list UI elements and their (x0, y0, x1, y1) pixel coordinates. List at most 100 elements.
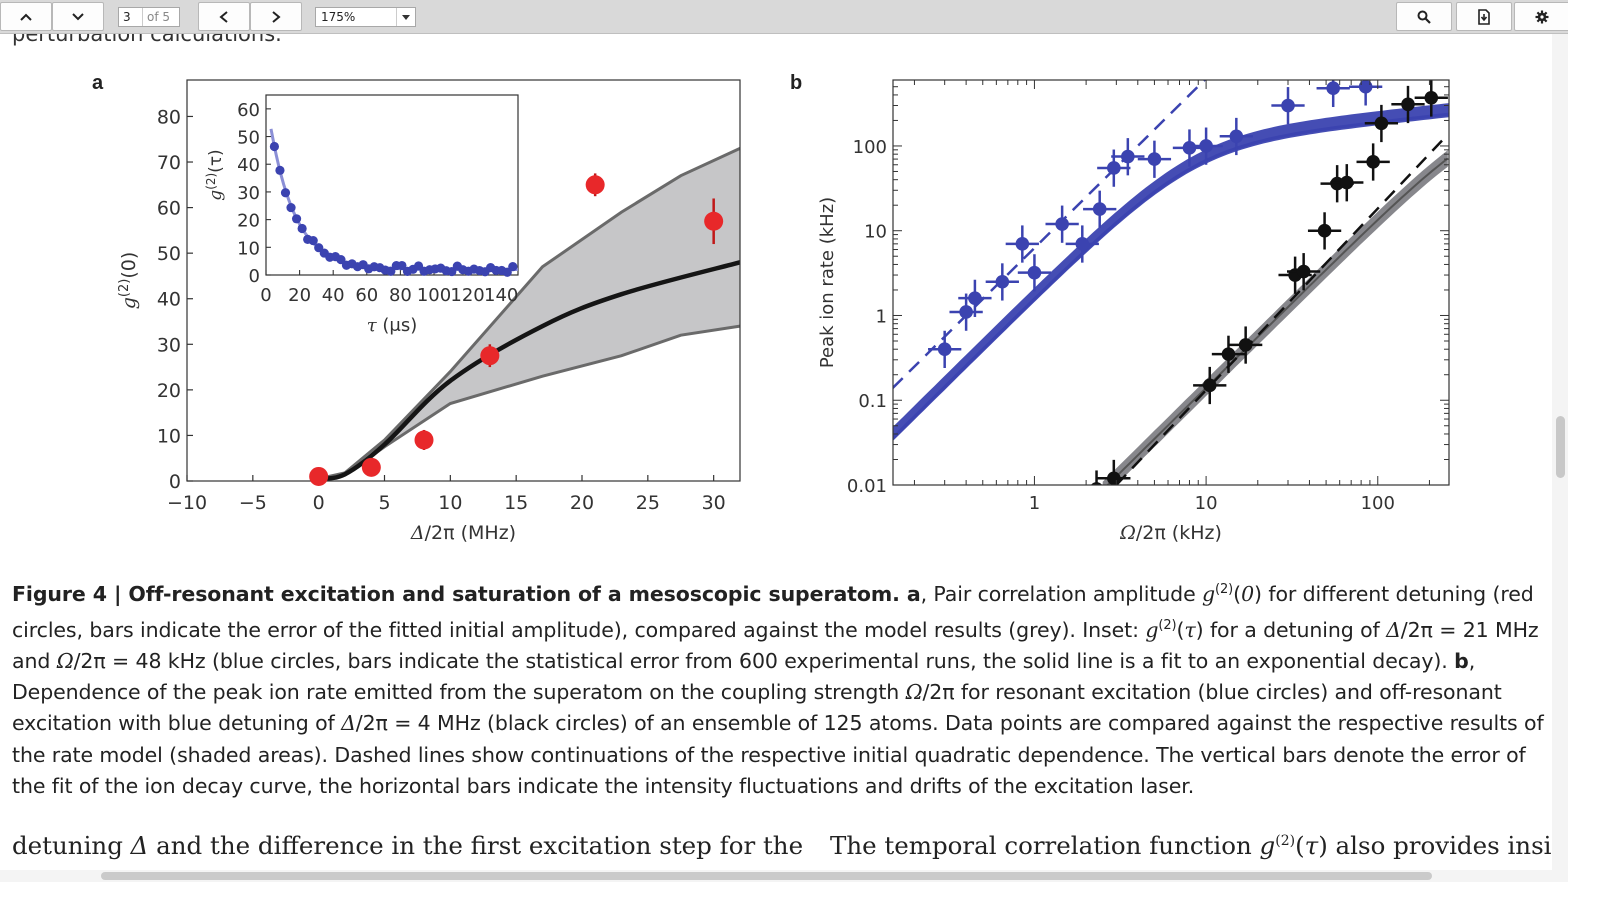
horizontal-scrollbar[interactable] (0, 870, 1568, 882)
vertical-scroll-thumb[interactable] (1556, 416, 1565, 478)
figure-caption: Figure 4 | Off-resonant excitation and s… (12, 574, 1552, 802)
body-text-right: The temporal correlation function g(2)(τ… (830, 831, 1552, 860)
inset-x-axis-label: τ (μs) (367, 315, 418, 336)
resonant-data-point (1092, 202, 1107, 216)
resonant-data-point (1027, 265, 1042, 280)
window-edge-bottom (0, 882, 1600, 900)
x-tick-label: 20 (570, 492, 594, 514)
resonant-data-point (1199, 139, 1213, 153)
resonant-data-point (1015, 237, 1030, 251)
gear-icon (1535, 10, 1549, 23)
inset-x-tick-label: 140 (484, 285, 518, 306)
inset-x-tick-label: 100 (417, 285, 451, 306)
resonant-model-band (893, 103, 1449, 441)
y-tick-label: 1 (876, 306, 887, 327)
inset-y-tick-label: 0 (249, 266, 260, 287)
x-tick-label: 10 (1195, 493, 1218, 514)
resonant-data-point (1107, 161, 1121, 175)
y-tick-label: 100 (853, 137, 887, 158)
off-resonant-data-point (1424, 90, 1439, 105)
inset-y-tick-label: 30 (237, 183, 260, 204)
previous-page-button[interactable] (198, 2, 250, 31)
inset-y-tick-label: 60 (237, 100, 260, 121)
previous-match-button[interactable] (0, 2, 52, 31)
next-match-button[interactable] (52, 2, 104, 31)
panel-b-label: b (790, 72, 803, 94)
body-text-left: detuning Δ and the difference in the fir… (12, 831, 804, 860)
page-number-input[interactable]: 3 (119, 8, 143, 26)
body-text-right-pre: The temporal correlation function (830, 831, 1260, 860)
data-point (309, 466, 329, 486)
settings-button[interactable] (1514, 2, 1570, 31)
caption-title: Figure 4 | Off-resonant excitation and s… (12, 581, 921, 606)
inset-data-point (508, 262, 518, 272)
off-resonant-data-point (1339, 175, 1354, 190)
y-tick-label: 80 (157, 106, 181, 128)
arrow-left-icon (219, 10, 228, 23)
chevron-down-icon (72, 12, 84, 20)
y-tick-label: 40 (157, 289, 181, 311)
horizontal-scroll-thumb[interactable] (101, 872, 1432, 880)
search-icon (1417, 10, 1431, 24)
resonant-data-point (1229, 129, 1244, 144)
resonant-data-point (1075, 237, 1090, 251)
resonant-data-point (995, 274, 1010, 289)
off-resonant-model-line (1106, 157, 1449, 485)
y-tick-label: 0.01 (847, 476, 887, 497)
inset-data-point (308, 235, 318, 246)
resonant-data-point (968, 291, 982, 305)
x-axis-label: Ω/2π (kHz) (1119, 522, 1222, 544)
chart-inset: 0 20 40 60 80 100 120 140 0 10 20 30 40 50 60 τ (μs) g(2… (204, 94, 519, 336)
x-tick-label: −10 (167, 492, 207, 514)
plot-area-b (893, 80, 1449, 485)
download-button[interactable] (1456, 2, 1512, 31)
body-text-right-post: also provides insight (1335, 831, 1552, 860)
x-tick-label: 0 (313, 492, 325, 514)
off-resonant-data-point (1366, 155, 1380, 169)
off-resonant-data-point (1090, 482, 1103, 485)
x-tick-label: 30 (702, 492, 726, 514)
resonant-data-point (1147, 152, 1162, 166)
inset-y-tick-label: 20 (237, 211, 260, 232)
inset-x-tick-label: 80 (389, 285, 412, 306)
data-point (704, 211, 724, 231)
inset-data-point (397, 260, 407, 271)
zoom-value: 175% (321, 10, 356, 24)
dropdown-arrow-icon[interactable] (396, 8, 415, 26)
inset-y-axis-label: g(2)(τ) (204, 149, 226, 200)
off-resonant-data-point (1374, 116, 1389, 131)
y-tick-label: 10 (157, 425, 181, 447)
data-point (585, 175, 605, 195)
off-resonant-data-point (1296, 264, 1311, 279)
inset-data-point (275, 165, 285, 175)
resonant-data-point (1182, 141, 1197, 155)
pdf-toolbar: 3 of 5 175% (0, 0, 1600, 34)
next-page-button[interactable] (250, 2, 302, 31)
off-resonant-data-point (1221, 347, 1236, 361)
inset-x-tick-label: 40 (322, 285, 345, 306)
chart-panel-b: 1 10 100 0.01 0.1 1 10 100 Ω/2π (kHz) Peak ion ra… (817, 79, 1450, 544)
inset-data-point (386, 266, 396, 276)
model-band-upper (318, 147, 741, 481)
arrow-right-icon (272, 10, 281, 23)
zoom-select[interactable]: 175% (315, 7, 416, 27)
vertical-scrollbar[interactable] (1552, 34, 1568, 870)
page-count-label: of 5 (147, 10, 171, 24)
page-number-box[interactable]: 3 of 5 (118, 7, 180, 27)
off-resonant-data-point (1202, 378, 1217, 393)
inset-data-point (286, 202, 296, 213)
model-line (318, 260, 741, 481)
data-point (361, 457, 381, 477)
chart-panel-a: −10 −5 0 5 10 15 20 25 30 0 10 20 30 40 50 60 70 80 Δ/2π (… (117, 79, 741, 544)
resonant-data-point (1326, 81, 1340, 96)
off-resonant-data-point (1107, 471, 1121, 485)
off-resonant-data-point (1317, 223, 1332, 238)
x-tick-label: 25 (636, 492, 660, 514)
x-tick-label: 100 (1361, 493, 1395, 514)
search-button[interactable] (1396, 2, 1452, 31)
inset-y-tick-label: 10 (237, 238, 260, 259)
resonant-data-point (1121, 149, 1135, 164)
inset-data-point (297, 223, 307, 234)
y-tick-label: 30 (157, 334, 181, 356)
inset-x-tick-label: 0 (260, 285, 271, 306)
